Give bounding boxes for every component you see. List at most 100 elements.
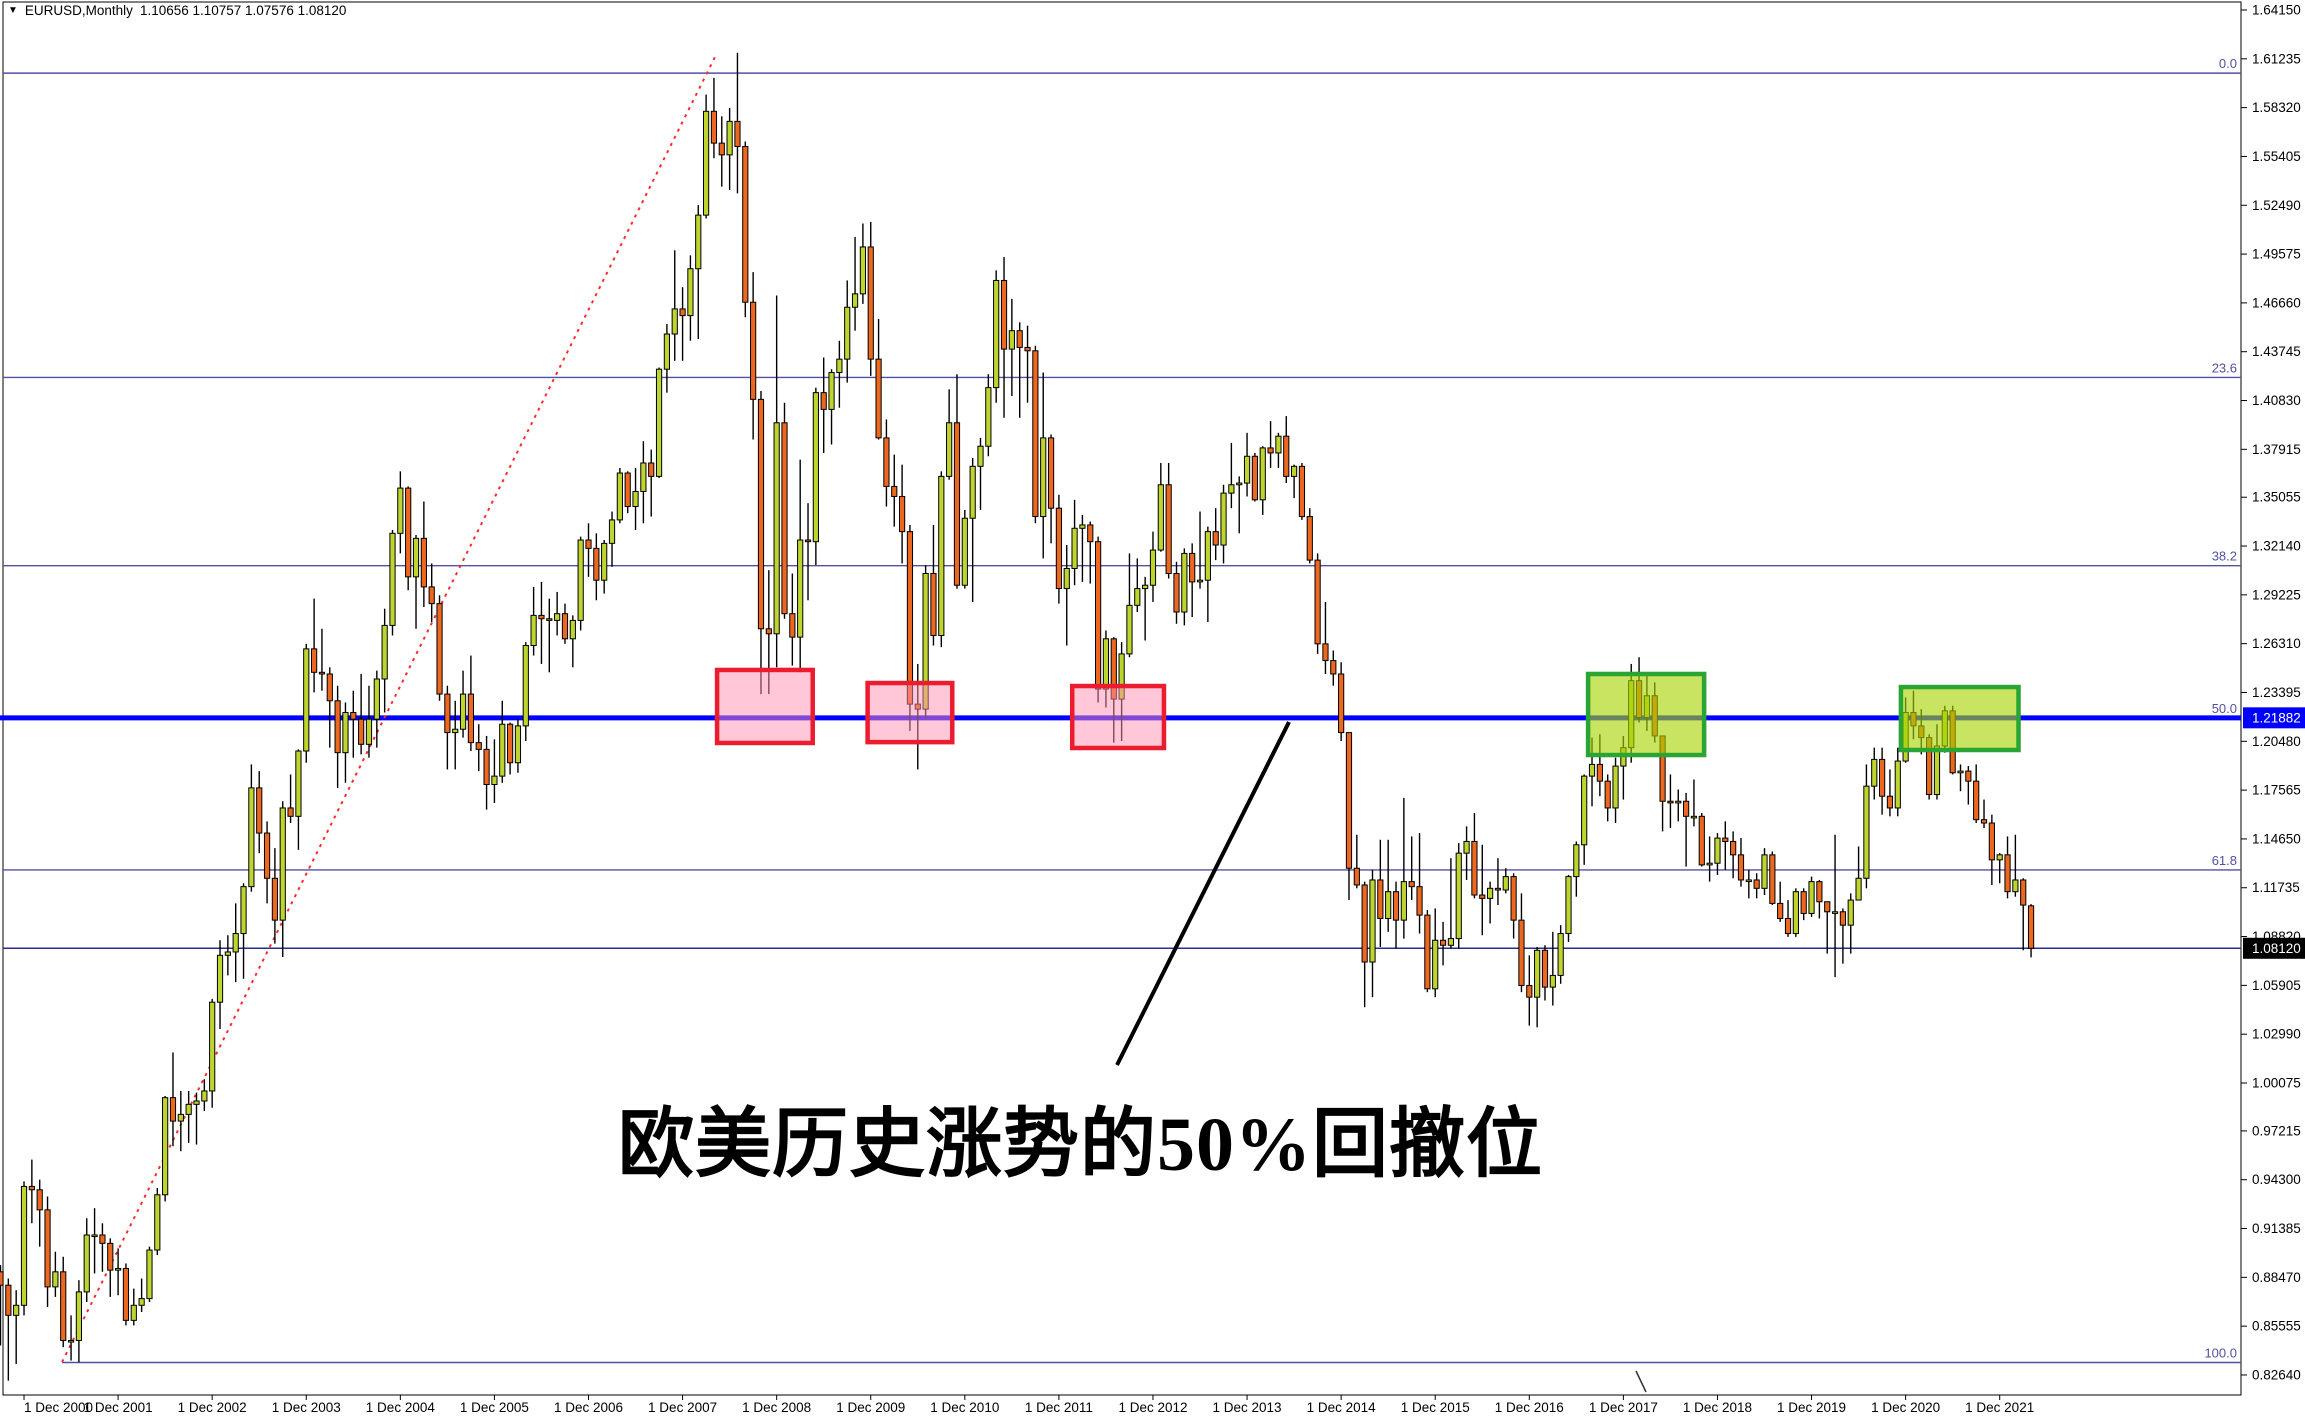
candle bbox=[1886, 769, 1894, 817]
candle-body bbox=[742, 145, 749, 303]
y-axis-label: 1.11735 bbox=[2252, 880, 2300, 895]
x-axis-label[interactable]: 1 Dec 2013 bbox=[1213, 1400, 1282, 1415]
x-axis-label[interactable]: 1 Dec 2004 bbox=[366, 1400, 436, 1415]
candle-body bbox=[577, 539, 584, 621]
x-axis-label[interactable]: 1 Dec 2018 bbox=[1683, 1400, 1752, 1415]
candle bbox=[1267, 421, 1274, 469]
candle bbox=[1737, 838, 1745, 887]
x-axis-label[interactable]: 1 Dec 2003 bbox=[272, 1400, 341, 1415]
candle bbox=[1494, 858, 1502, 906]
x-axis-label[interactable]: 1 Dec 2005 bbox=[460, 1400, 529, 1415]
candle-body bbox=[115, 1267, 122, 1271]
green-zone-rect[interactable] bbox=[1898, 684, 2021, 753]
candle-body bbox=[750, 301, 757, 400]
x-axis-label[interactable]: 1 Dec 2014 bbox=[1307, 1400, 1377, 1415]
chart-dropdown-icon[interactable]: ▼ bbox=[8, 5, 18, 16]
candle-body bbox=[985, 387, 992, 447]
candle bbox=[577, 536, 584, 631]
pink-zone-rect[interactable] bbox=[865, 680, 955, 745]
candle bbox=[146, 1246, 153, 1302]
y-axis-label: 1.14650 bbox=[2252, 831, 2301, 846]
candle bbox=[1134, 558, 1141, 613]
candle bbox=[569, 615, 576, 668]
fib-level-label-0.0: 0.0 bbox=[2219, 56, 2237, 71]
fib-level-label-23.6: 23.6 bbox=[2212, 360, 2237, 375]
candle bbox=[1847, 893, 1854, 954]
candle-body bbox=[373, 678, 380, 720]
candle bbox=[1079, 514, 1086, 582]
x-axis-label[interactable]: 1 Dec 2007 bbox=[648, 1400, 717, 1415]
candle-body bbox=[420, 537, 427, 588]
candle bbox=[1463, 826, 1470, 880]
green-zone-rect[interactable] bbox=[1585, 671, 1707, 758]
candle-body bbox=[1291, 465, 1298, 477]
candle bbox=[1957, 764, 1964, 792]
candle-body bbox=[1298, 465, 1306, 518]
candle-body bbox=[679, 308, 686, 317]
x-axis-label[interactable]: 1 Dec 2006 bbox=[554, 1400, 623, 1415]
candle bbox=[75, 1280, 83, 1363]
pink-zone-rect[interactable] bbox=[1069, 683, 1167, 751]
candle bbox=[83, 1218, 90, 1302]
candle bbox=[358, 673, 365, 755]
candle-body bbox=[1988, 822, 1995, 861]
x-axis-label[interactable]: 1 Dec 2001 bbox=[84, 1400, 153, 1415]
candle-body bbox=[1236, 482, 1243, 486]
candle-body bbox=[1087, 524, 1094, 543]
candle bbox=[946, 389, 953, 480]
candle-body bbox=[60, 1271, 67, 1341]
candle bbox=[389, 529, 396, 636]
candle bbox=[1345, 732, 1353, 901]
x-axis-label[interactable]: 1 Dec 2021 bbox=[1965, 1400, 2034, 1415]
x-axis-label[interactable]: 1 Dec 2000 bbox=[24, 1400, 93, 1415]
fib-trendline-dotted[interactable] bbox=[61, 53, 718, 1363]
annotation-text[interactable]: 欧美历史涨势的50%回撤位 bbox=[618, 1103, 1543, 1187]
x-axis-label[interactable]: 1 Dec 2009 bbox=[836, 1400, 905, 1415]
candle-body bbox=[1432, 939, 1439, 990]
candle-body bbox=[1181, 552, 1188, 613]
x-axis-label[interactable]: 1 Dec 2015 bbox=[1401, 1400, 1470, 1415]
x-axis-label[interactable]: 1 Dec 2010 bbox=[930, 1400, 999, 1415]
candle-body bbox=[1667, 800, 1674, 804]
x-axis-label[interactable]: 1 Dec 2008 bbox=[742, 1400, 811, 1415]
candle bbox=[256, 771, 263, 854]
x-axis-label[interactable]: 1 Dec 2019 bbox=[1777, 1400, 1846, 1415]
candle bbox=[632, 468, 639, 530]
candle bbox=[1330, 650, 1337, 686]
candle-body bbox=[1808, 881, 1815, 914]
candle bbox=[1988, 814, 1995, 885]
candle bbox=[1055, 494, 1063, 604]
candle-body bbox=[1173, 573, 1180, 613]
candle bbox=[1683, 792, 1690, 867]
candle bbox=[1047, 434, 1055, 544]
candle bbox=[789, 573, 796, 666]
candle bbox=[750, 272, 757, 440]
candle-body bbox=[326, 673, 333, 702]
candle bbox=[1259, 446, 1266, 515]
x-axis-label[interactable]: 1 Dec 2017 bbox=[1589, 1400, 1658, 1415]
candle bbox=[428, 563, 435, 623]
annotation-pointer-line[interactable] bbox=[1115, 721, 1291, 1066]
candle bbox=[828, 369, 835, 445]
pink-zone-rect[interactable] bbox=[714, 667, 815, 746]
x-axis-label[interactable]: 1 Dec 2020 bbox=[1871, 1400, 1940, 1415]
candle bbox=[1385, 839, 1392, 932]
x-axis-label[interactable]: 1 Dec 2011 bbox=[1025, 1400, 1093, 1415]
candle-body bbox=[397, 487, 404, 534]
x-axis-label[interactable]: 1 Dec 2012 bbox=[1118, 1400, 1187, 1415]
candle bbox=[1894, 747, 1901, 817]
candle-body bbox=[1243, 455, 1251, 484]
y-axis-label: 0.94300 bbox=[2252, 1172, 2301, 1187]
candle-body bbox=[381, 624, 388, 680]
candle bbox=[1745, 869, 1752, 899]
candle bbox=[412, 534, 420, 629]
candle bbox=[507, 722, 514, 775]
y-axis-label: 1.17565 bbox=[2252, 783, 2301, 798]
x-axis-label[interactable]: 1 Dec 2016 bbox=[1495, 1400, 1564, 1415]
y-axis-label: 1.43745 bbox=[2252, 344, 2301, 359]
candle-body bbox=[1816, 881, 1823, 903]
x-axis-label[interactable]: 1 Dec 2002 bbox=[178, 1400, 247, 1415]
candle-body bbox=[1439, 939, 1447, 946]
y-axis-label: 1.55405 bbox=[2252, 149, 2301, 164]
candle-body bbox=[797, 539, 804, 638]
